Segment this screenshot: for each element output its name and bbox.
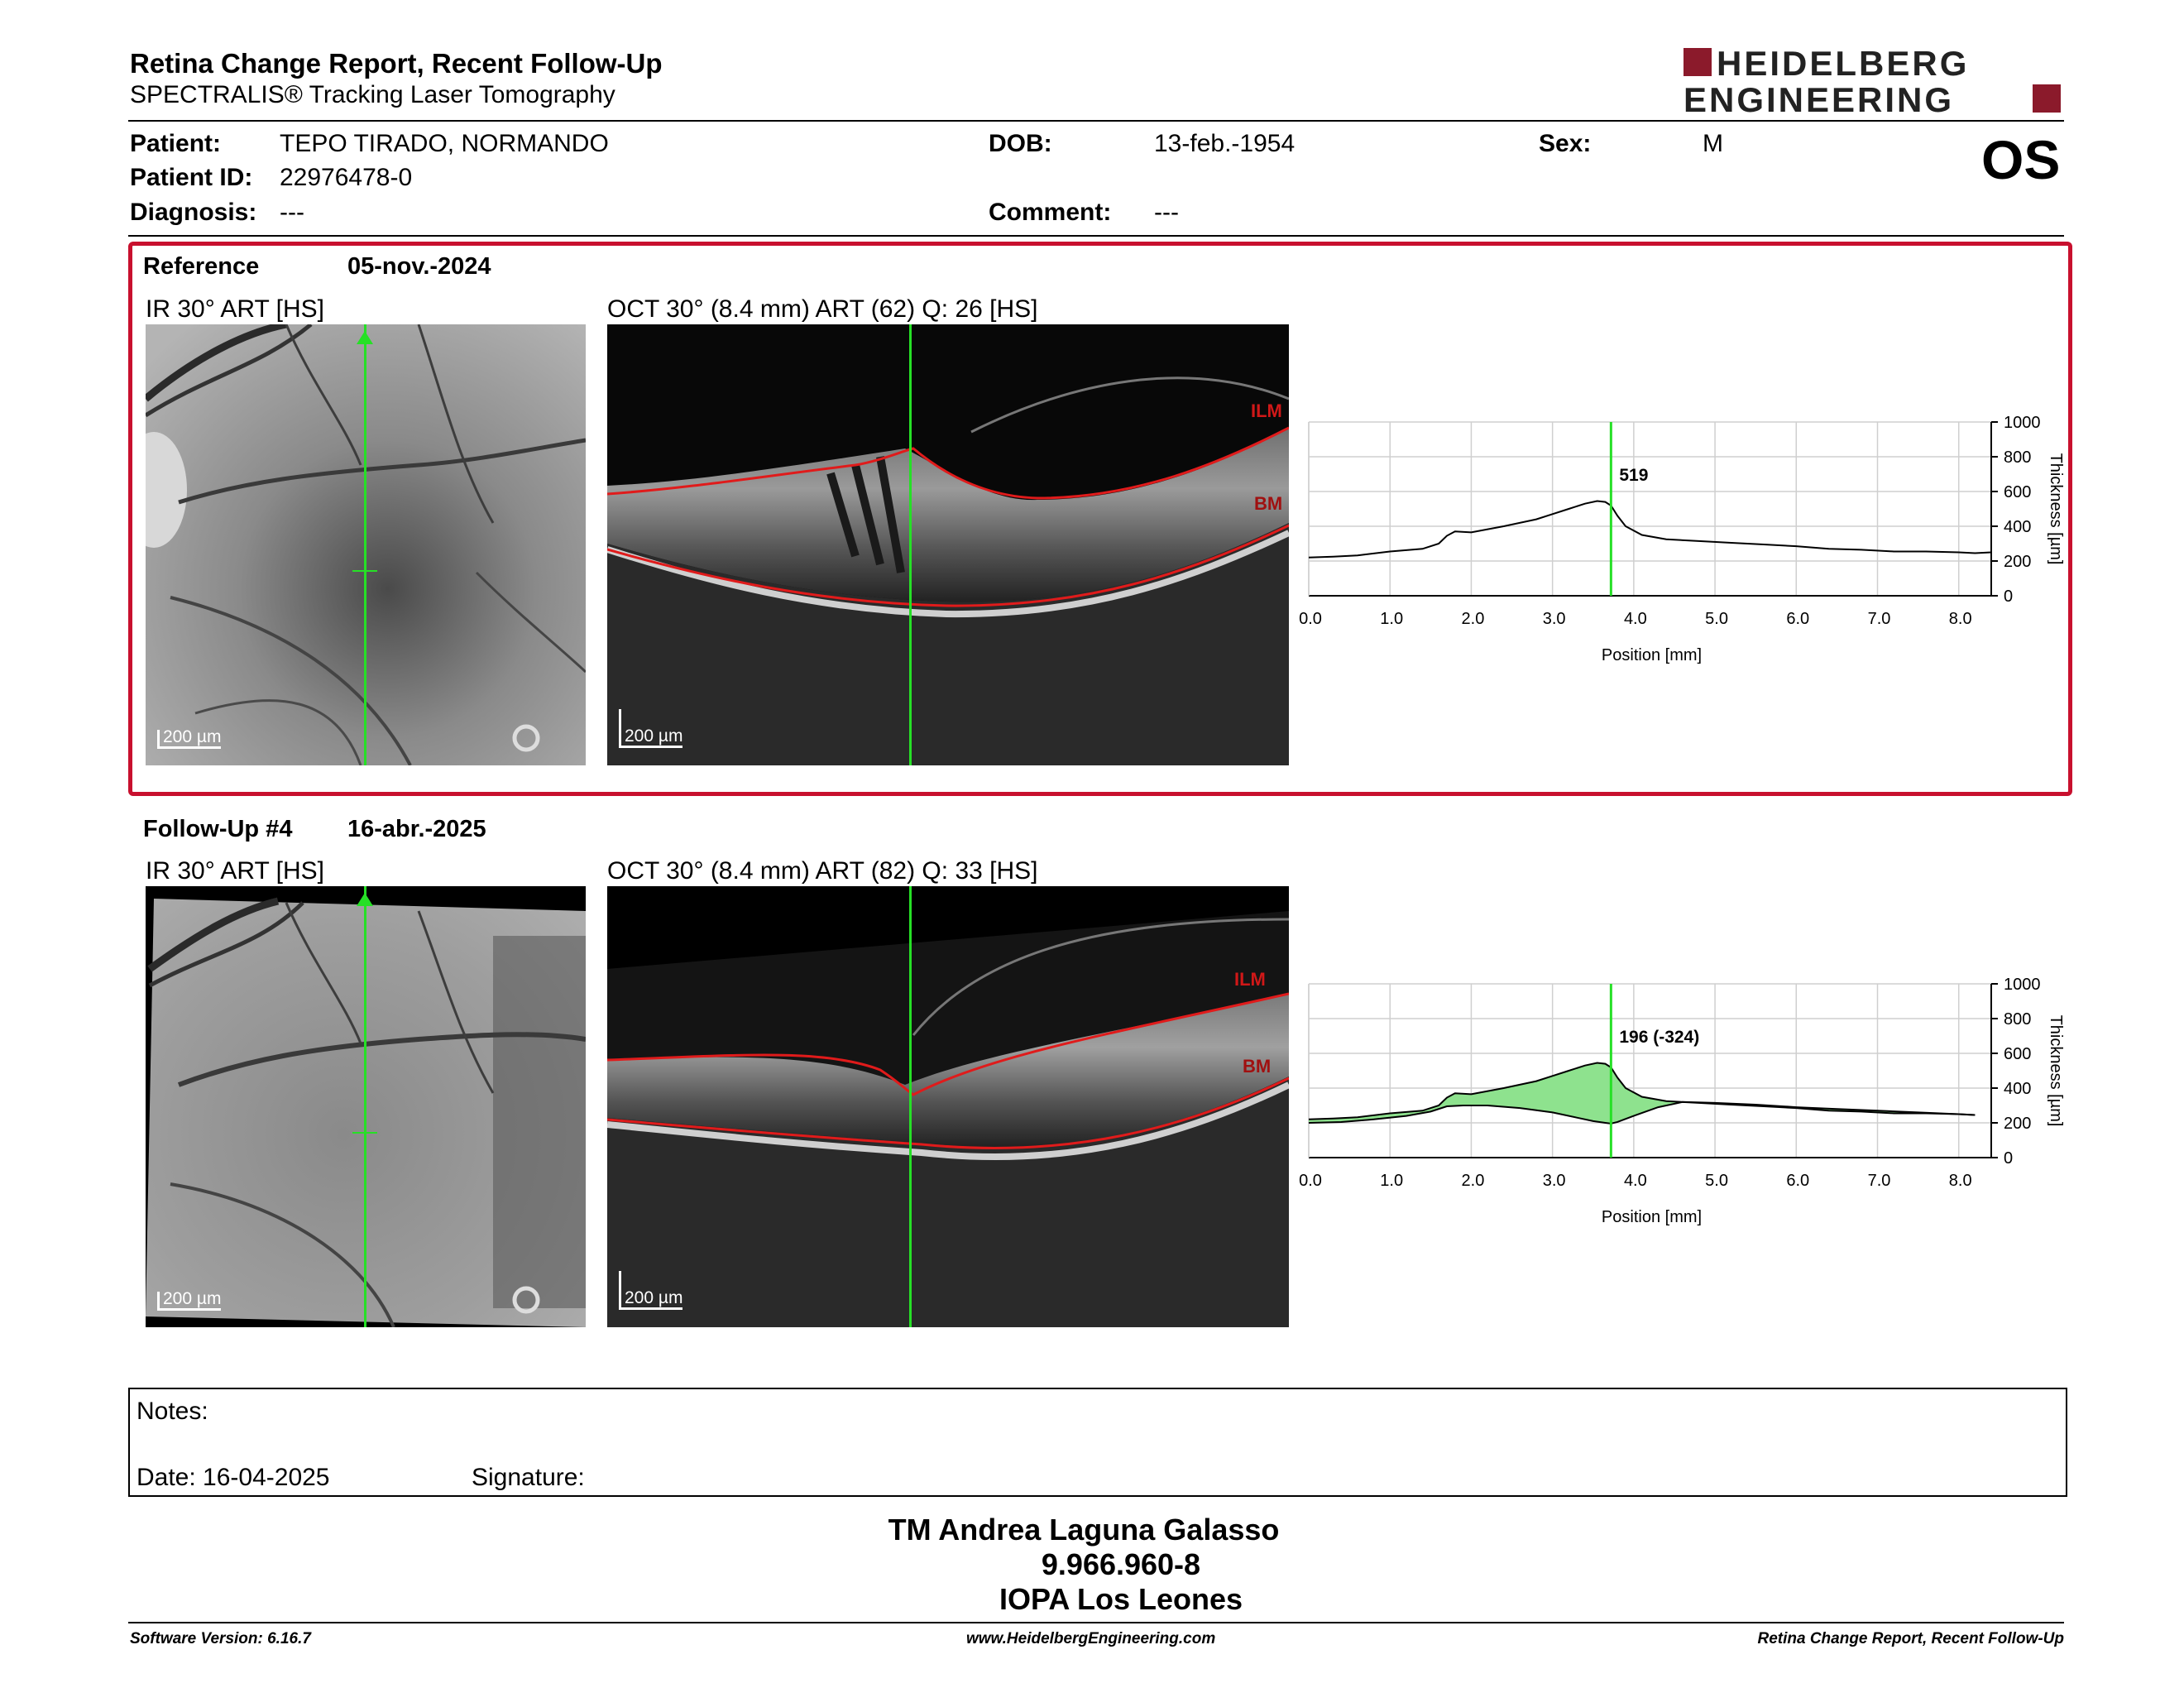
x-axis-label: Position [mm] [1602,646,1702,664]
patient-label: Patient: [130,130,222,157]
notes-label: Notes: [136,1398,208,1425]
followup-ir-caption: IR 30° ART [HS] [146,857,324,885]
y-axis-label: Thickness [µm] [2047,1015,2065,1127]
difference-area [1309,1062,1976,1124]
followup-oct-scalebar: 200 µm [619,1271,683,1310]
x-tick-label: 7.0 [1868,1172,1891,1190]
footer-website[interactable]: www.HeidelbergEngineering.com [966,1630,1216,1647]
y-tick-label: 400 [2004,1080,2031,1098]
y-tick-label: 200 [2004,553,2031,571]
arrow-up-icon [357,893,373,906]
x-tick-label: 8.0 [1949,610,1972,628]
dob-label: DOB: [989,130,1052,157]
y-tick-label: 800 [2004,448,2031,467]
signature-label: Signature: [472,1464,585,1491]
heidelberg-logo: HEIDELBERG ENGINEERING [1684,46,2061,116]
report-subtitle: SPECTRALIS® Tracking Laser Tomography [130,81,615,108]
followup-ir-scan-line [364,886,366,1327]
x-tick-label: 3.0 [1543,1172,1566,1190]
y-tick-label: 600 [2004,1045,2031,1063]
y-axis-label: Thickness [µm] [2047,453,2065,565]
fovea-marker-icon [352,570,377,572]
reference-ir-caption: IR 30° ART [HS] [146,295,324,323]
followup-ir-scalebar: 200 µm [157,1290,222,1311]
reference-section [128,242,2072,796]
patient-id-label: Patient ID: [130,164,253,191]
followup-oct-image: ILM BM 200 µm [607,886,1289,1327]
reference-oct-image: ILM BM 200 µm [607,324,1289,765]
x-tick-label: 2.0 [1462,1172,1485,1190]
reference-bm-label: BM [1254,493,1283,514]
reference-thickness-chart: 0.0 1.0 2.0 3.0 4.0 5.0 6.0 7.0 8.0 0 200 400 600 800… [1299,414,2065,664]
diagnosis-label: Diagnosis: [130,199,257,226]
sex-value: M [1703,130,1723,157]
reference-ir-image: 200 µm [146,324,586,765]
signer-name: TM Andrea Laguna Galasso [888,1513,1280,1547]
marker-value-label: 196 (-324) [1619,1028,1699,1047]
svg-text:HEIDELBERG: HEIDELBERG [1717,46,1969,83]
x-tick-label: 0.0 [1299,1172,1322,1190]
report-title: Retina Change Report, Recent Follow-Up [130,48,663,79]
followup-oct-caption: OCT 30° (8.4 mm) ART (82) Q: 33 [HS] [607,857,1038,885]
footer-report-name: Retina Change Report, Recent Follow-Up [1757,1630,2064,1647]
reference-label: Reference [143,253,260,280]
followup-ilm-label: ILM [1234,969,1266,990]
y-tick-label: 600 [2004,483,2031,501]
notes-box[interactable]: Notes: Date: 16-04-2025 Signature: [128,1388,2067,1497]
followup-thickness-chart: 0.0 1.0 2.0 3.0 4.0 5.0 6.0 7.0 8.0 0 200 400 600 800… [1299,976,2065,1226]
patient-name: TEPO TIRADO, NORMANDO [280,130,609,157]
sex-label: Sex: [1539,130,1592,157]
x-tick-label: 1.0 [1380,1172,1403,1190]
reference-ir-scan-line [364,324,366,765]
x-tick-label: 4.0 [1624,610,1647,628]
arrow-up-icon [357,331,373,344]
y-tick-label: 800 [2004,1010,2031,1029]
x-tick-label: 2.0 [1462,610,1485,628]
reference-ilm-label: ILM [1251,400,1282,421]
y-tick-label: 1000 [2004,414,2041,432]
x-tick-label: 6.0 [1786,610,1809,628]
y-tick-label: 400 [2004,518,2031,536]
dob-value: 13-feb.-1954 [1154,130,1296,157]
eye-indicator: OS [1981,129,2061,190]
x-axis-label: Position [mm] [1602,1208,1702,1226]
comment-label: Comment: [989,199,1112,226]
thickness-line-1 [1308,1062,1976,1120]
thickness-line-0 [1308,500,1992,559]
diagnosis-value: --- [280,199,304,226]
reference-ir-scalebar: 200 µm [157,728,222,749]
reference-oct-scan-line [909,324,912,765]
followup-oct-scan-line [909,886,912,1327]
x-tick-label: 5.0 [1705,1172,1728,1190]
signer-institution: IOPA Los Leones [999,1582,1243,1616]
footer-software: Software Version: 6.16.7 [130,1630,311,1647]
reference-date: 05-nov.-2024 [347,253,491,280]
y-tick-label: 1000 [2004,976,2041,994]
svg-text:ENGINEERING: ENGINEERING [1684,80,1954,116]
followup-label: Follow-Up #4 [143,816,293,842]
x-tick-label: 8.0 [1949,1172,1972,1190]
x-tick-label: 7.0 [1868,610,1891,628]
x-tick-label: 0.0 [1299,610,1322,628]
followup-ir-image: 200 µm [146,886,586,1327]
followup-bm-label: BM [1243,1056,1272,1077]
reference-oct-caption: OCT 30° (8.4 mm) ART (62) Q: 26 [HS] [607,295,1038,323]
x-tick-label: 6.0 [1786,1172,1809,1190]
patient-id: 22976478-0 [280,164,413,191]
y-tick-label: 200 [2004,1115,2031,1133]
y-tick-label: 0 [2004,587,2013,606]
y-tick-label: 0 [2004,1149,2013,1168]
x-tick-label: 5.0 [1705,610,1728,628]
notes-date: Date: 16-04-2025 [136,1464,330,1491]
x-tick-label: 3.0 [1543,610,1566,628]
comment-value: --- [1154,199,1179,226]
marker-value-label: 519 [1619,466,1648,485]
followup-date: 16-abr.-2025 [347,816,486,842]
x-tick-label: 4.0 [1624,1172,1647,1190]
x-tick-label: 1.0 [1380,610,1403,628]
signer-rut: 9.966.960-8 [1041,1547,1201,1581]
reference-oct-scalebar: 200 µm [619,709,683,748]
thickness-line-0 [1308,1101,1976,1125]
fovea-marker-icon [352,1132,377,1134]
